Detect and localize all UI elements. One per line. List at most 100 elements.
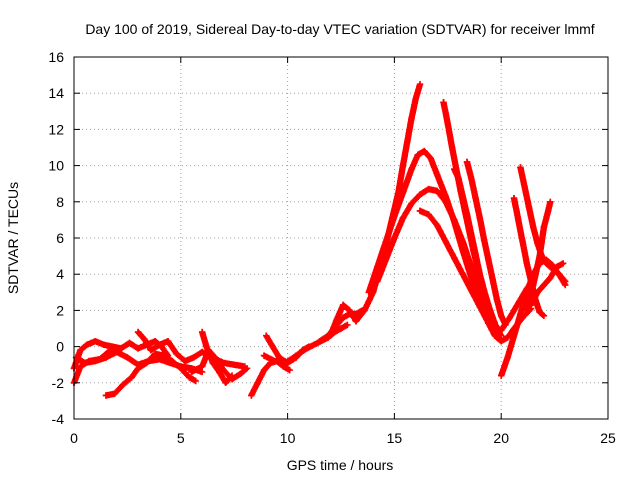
data-point [85, 357, 93, 365]
data-point [416, 80, 424, 88]
data-point [119, 381, 127, 388]
y-tick-label: 0 [56, 339, 64, 355]
data-point [559, 260, 567, 267]
data-point [209, 359, 217, 367]
data-point [474, 265, 481, 272]
data-point [292, 352, 300, 359]
data-point [491, 332, 498, 339]
series-18 [463, 158, 509, 329]
data-point [339, 301, 347, 309]
data-point [102, 392, 110, 399]
data-point [173, 350, 180, 358]
x-tick-label: 15 [387, 430, 403, 446]
data-point [465, 227, 473, 234]
data-point [352, 318, 360, 325]
data-point [519, 238, 526, 245]
y-axis-label: SDTVAR / TECUs [5, 182, 21, 294]
data-point [470, 247, 477, 254]
data-point [198, 328, 206, 336]
data-point [399, 162, 407, 169]
series-6 [188, 347, 251, 383]
data-point [344, 321, 351, 329]
data-point [337, 325, 345, 332]
data-point [534, 289, 541, 296]
data-point [425, 211, 432, 218]
data-point [416, 191, 424, 198]
x-tick-label: 5 [177, 430, 185, 446]
data-point [521, 184, 528, 191]
data-point [374, 278, 381, 285]
data-point [237, 370, 244, 377]
data-point [427, 155, 434, 162]
data-point [134, 328, 142, 336]
data-point [248, 392, 255, 399]
data-point [374, 263, 381, 271]
data-point [523, 307, 531, 314]
data-point [147, 347, 155, 354]
data-point [365, 289, 372, 296]
data-point [444, 120, 451, 128]
data-point [263, 332, 270, 339]
y-tick-label: 4 [56, 266, 64, 282]
data-point [451, 216, 458, 224]
data-point [463, 158, 471, 166]
data-point [113, 345, 120, 352]
data-point [517, 164, 524, 171]
data-point [483, 298, 490, 305]
data-point [504, 334, 511, 341]
data-point [416, 207, 424, 215]
data-point [498, 372, 505, 379]
data-point [457, 187, 464, 195]
data-point [77, 347, 84, 354]
data-point [468, 287, 475, 294]
series-4 [102, 350, 199, 399]
series-20 [510, 194, 548, 320]
data-point [448, 144, 456, 151]
data-point [100, 341, 108, 348]
data-point [498, 337, 505, 345]
data-point [530, 281, 537, 289]
series-7 [198, 328, 236, 386]
data-point [124, 354, 131, 361]
data-point [269, 343, 276, 350]
x-tick-label: 20 [493, 430, 509, 446]
data-point [498, 332, 505, 339]
data-point [459, 271, 466, 278]
data-point [493, 296, 501, 303]
data-point [540, 223, 548, 231]
data-point [468, 175, 475, 182]
data-point [382, 256, 390, 263]
y-tick-label: 10 [48, 158, 64, 174]
series-17 [440, 99, 498, 332]
data-point [126, 339, 133, 347]
data-point [190, 354, 197, 361]
data-point [216, 368, 223, 376]
data-point [414, 151, 422, 158]
data-point [192, 377, 199, 385]
data-point [453, 166, 460, 173]
data-point [156, 341, 163, 348]
data-point [442, 238, 449, 245]
data-point [487, 314, 494, 321]
data-point [440, 99, 447, 106]
data-point [96, 356, 103, 363]
x-tick-label: 0 [70, 430, 78, 446]
data-point [177, 365, 184, 372]
chart-title: Day 100 of 2019, Sidereal Day-to-day VTE… [85, 21, 594, 37]
data-point [408, 166, 415, 173]
data-point [408, 115, 415, 122]
data-point [327, 332, 334, 339]
data-point [553, 263, 560, 271]
data-point [260, 352, 268, 359]
data-point [164, 337, 172, 345]
data-point [203, 343, 210, 350]
data-point [523, 260, 531, 267]
data-point [399, 214, 407, 222]
data-point [104, 348, 112, 356]
data-point [517, 310, 524, 318]
series-22 [523, 198, 554, 314]
data-point [408, 200, 415, 207]
y-tick-label: 6 [56, 230, 64, 246]
data-point [555, 271, 563, 278]
data-point [491, 325, 498, 332]
